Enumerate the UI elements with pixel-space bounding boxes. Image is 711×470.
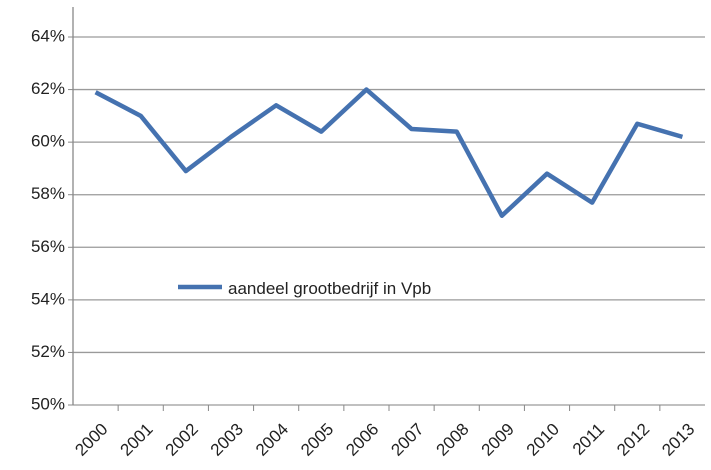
x-tick-label: 2010 — [523, 420, 563, 460]
x-tick-label: 2008 — [433, 420, 473, 460]
legend-label: aandeel grootbedrijf in Vpb — [228, 279, 432, 298]
y-tick-label: 62% — [31, 79, 65, 98]
y-tick-label: 52% — [31, 342, 65, 361]
x-tick-label: 2006 — [342, 420, 382, 460]
x-tick-label: 2000 — [71, 420, 111, 460]
x-tick-label: 2001 — [117, 420, 157, 460]
x-tick-label: 2007 — [387, 420, 427, 460]
x-tick-label: 2003 — [207, 420, 247, 460]
y-tick-label: 58% — [31, 184, 65, 203]
y-tick-label: 50% — [31, 394, 65, 413]
x-tick-label: 2005 — [297, 420, 337, 460]
x-tick-label: 2009 — [478, 420, 518, 460]
x-tick-label: 2011 — [569, 420, 608, 459]
y-tick-label: 56% — [31, 237, 65, 256]
y-tick-label: 60% — [31, 132, 65, 151]
x-tick-label: 2012 — [613, 420, 653, 460]
x-tick-label: 2004 — [252, 420, 292, 460]
x-tick-label: 2013 — [658, 420, 698, 460]
series-line — [94, 87, 684, 218]
y-tick-label: 54% — [31, 289, 65, 308]
x-tick-label: 2002 — [162, 420, 202, 460]
y-tick-label: 64% — [31, 26, 65, 45]
